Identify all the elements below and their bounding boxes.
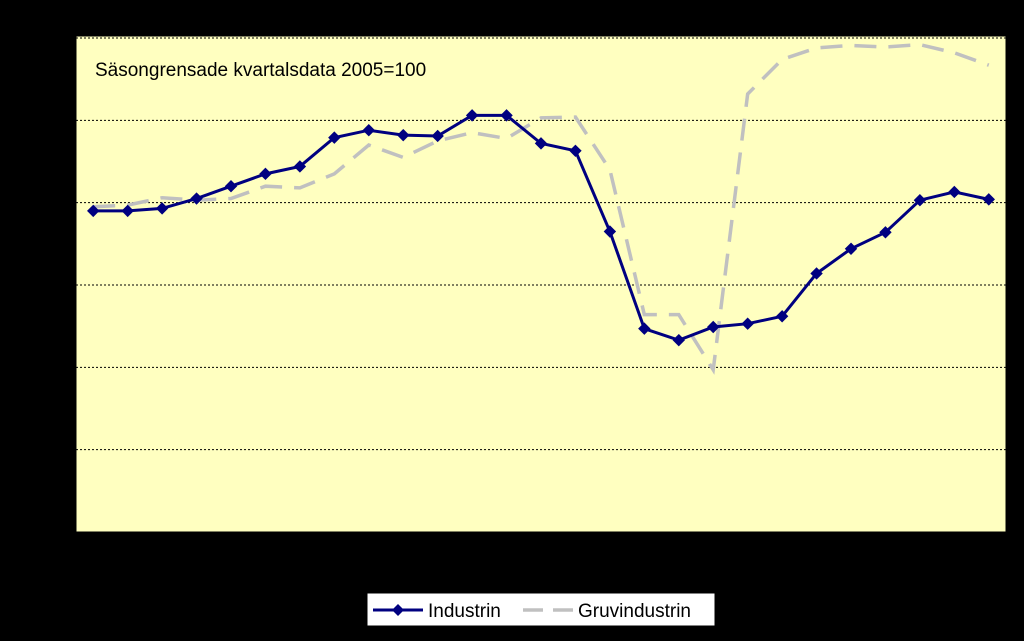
- data-point-industrin: [293, 160, 307, 173]
- data-point-industrin: [190, 192, 203, 205]
- data-point-industrin: [775, 310, 789, 323]
- legend-box: [366, 592, 716, 627]
- data-point-industrin: [397, 128, 410, 142]
- data-point-industrin: [948, 185, 961, 199]
- legend-items: Industrin Gruvindustrin: [373, 601, 691, 622]
- data-point-industrin: [913, 193, 927, 207]
- data-point-industrin: [500, 109, 513, 122]
- data-point-industrin: [121, 204, 134, 218]
- series-layer: [87, 42, 995, 375]
- data-point-industrin: [879, 226, 892, 239]
- data-point-industrin: [741, 317, 754, 330]
- data-point-industrin: [982, 193, 995, 206]
- plot-area: [75, 35, 1007, 533]
- data-point-industrin: [638, 322, 651, 335]
- data-point-industrin: [569, 144, 582, 158]
- data-point-industrin: [87, 204, 100, 218]
- series-line-gruvindustrin: [93, 42, 990, 375]
- data-point-industrin: [259, 167, 272, 181]
- legend: Industrin Gruvindustrin: [366, 592, 716, 627]
- data-point-industrin: [844, 242, 858, 255]
- data-point-industrin: [672, 333, 685, 347]
- data-point-industrin: [810, 267, 823, 280]
- gridlines: [76, 37, 1006, 451]
- data-point-industrin: [328, 131, 341, 144]
- data-point-industrin: [155, 202, 169, 215]
- data-point-industrin: [362, 124, 375, 137]
- data-point-industrin: [707, 320, 720, 334]
- data-point-industrin: [224, 179, 238, 193]
- data-point-industrin: [465, 109, 479, 122]
- chart-title: Säsongrensade kvartalsdata 2005=100: [95, 60, 426, 81]
- x-axis-ticks: [75, 532, 1007, 537]
- data-point-industrin: [431, 129, 444, 143]
- data-point-industrin: [534, 137, 548, 150]
- legend-label-gruvindustrin: Gruvindustrin: [578, 601, 691, 622]
- legend-label-industrin: Industrin: [428, 601, 501, 622]
- data-point-industrin: [603, 225, 617, 238]
- legend-marker-industrin: [392, 604, 404, 616]
